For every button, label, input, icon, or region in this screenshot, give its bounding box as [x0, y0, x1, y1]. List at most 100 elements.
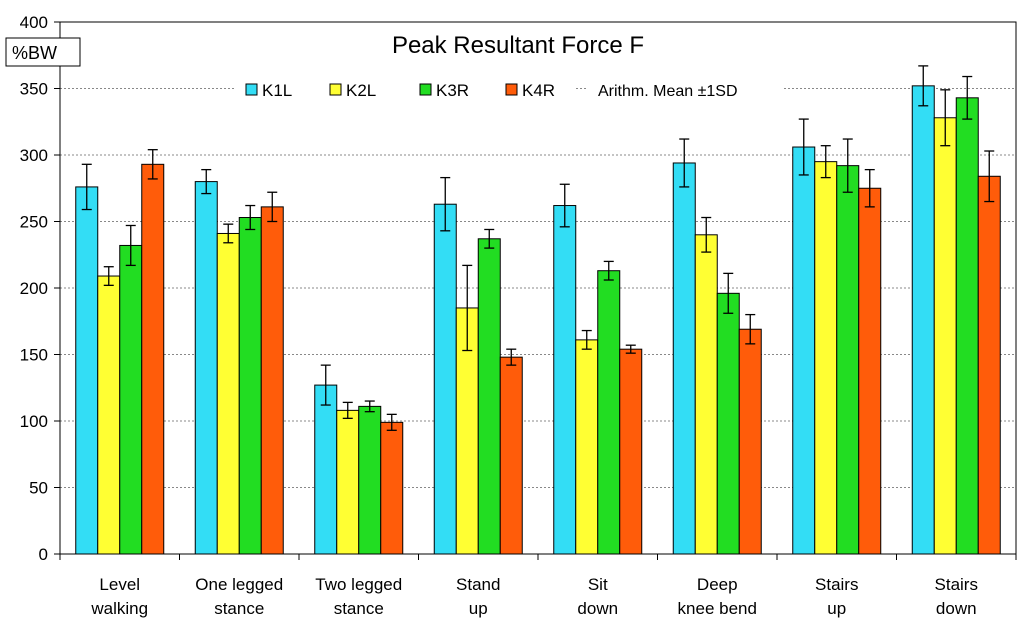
legend-swatch-k3r — [419, 83, 432, 96]
error-bar — [820, 145, 831, 179]
category-label: One legged — [195, 575, 283, 594]
bar-k2l — [814, 161, 838, 555]
category-label: up — [469, 599, 488, 618]
error-bar — [484, 228, 495, 249]
bar-k3r — [836, 165, 860, 555]
error-bar — [147, 149, 158, 180]
unit-box: %BW — [5, 37, 81, 67]
error-bar — [440, 176, 451, 232]
chart-title: Peak Resultant Force F — [392, 32, 644, 59]
bar-k3r — [238, 217, 262, 555]
y-tick-label: 0 — [39, 545, 48, 564]
y-axis-unit-label: %BW — [12, 43, 57, 63]
error-bar — [745, 313, 756, 345]
bar-k2l — [336, 409, 360, 555]
error-bar — [842, 138, 853, 193]
category-label: Stairs — [935, 575, 978, 594]
category-label: stance — [214, 599, 264, 618]
error-bar — [364, 400, 375, 413]
error-bar — [625, 344, 636, 354]
legend-label-k4r: K4R — [522, 81, 555, 100]
bars — [75, 85, 1001, 555]
legend-label-k2l: K2L — [346, 81, 376, 100]
error-bar — [679, 138, 690, 188]
error-bar — [245, 204, 256, 231]
bar-k4r — [499, 356, 523, 555]
error-bar — [701, 216, 712, 253]
error-bar — [267, 191, 278, 223]
category-label: Two legged — [315, 575, 402, 594]
legend-label-k1l: K1L — [262, 81, 292, 100]
bar-k2l — [97, 275, 121, 555]
error-bar — [581, 329, 592, 350]
bar-k3r — [716, 292, 740, 555]
y-tick-label: 200 — [20, 279, 48, 298]
bar-k4r — [738, 328, 762, 555]
error-bar — [723, 272, 734, 314]
bar-k2l — [216, 232, 240, 555]
bar-k4r — [141, 163, 165, 555]
bar-k1l — [314, 384, 338, 555]
bar-k1l — [911, 85, 935, 555]
bar-k1l — [553, 205, 577, 555]
error-bar — [125, 224, 136, 267]
error-bar — [223, 223, 234, 244]
bar-k2l — [575, 339, 599, 555]
category-label: up — [827, 599, 846, 618]
category-label: Sit — [588, 575, 608, 594]
bar-k1l — [433, 203, 457, 555]
bar-k4r — [260, 206, 284, 555]
error-bar — [940, 89, 951, 147]
bar-k2l — [694, 234, 718, 555]
category-label: walking — [90, 599, 148, 618]
category-label: Stairs — [815, 575, 858, 594]
error-bar — [918, 65, 929, 107]
bar-k3r — [477, 238, 501, 555]
category-labels: Level walking One legged stance Two legged st… — [90, 575, 978, 618]
bar-k4r — [619, 348, 643, 555]
y-tick-label: 250 — [20, 213, 48, 232]
bar-k4r — [380, 421, 404, 555]
bar-k1l — [194, 181, 218, 555]
legend-swatch-k2l — [329, 83, 342, 96]
bar-k4r — [977, 175, 1001, 555]
y-tick-label: 50 — [29, 479, 48, 498]
bar-k1l — [75, 186, 99, 555]
category-label: down — [936, 599, 977, 618]
y-tick-labels: 0 50 100 150 200 250 300 350 400 — [20, 13, 48, 564]
error-bar — [103, 266, 114, 286]
bar-k1l — [672, 162, 696, 555]
error-bar — [984, 150, 995, 203]
category-label: knee bend — [678, 599, 757, 618]
y-tick-label: 400 — [20, 13, 48, 32]
note-box: Arithm. Mean ±1SD — [588, 74, 782, 106]
category-label: Level — [99, 575, 140, 594]
category-label: Stand — [456, 575, 500, 594]
error-bar — [201, 168, 212, 195]
error-bar — [798, 118, 809, 176]
y-tick-label: 350 — [20, 80, 48, 99]
bar-k4r — [858, 187, 882, 555]
y-tick-label: 300 — [20, 146, 48, 165]
y-tick-label: 150 — [20, 346, 48, 365]
error-bar — [81, 163, 92, 211]
legend-label-k3r: K3R — [436, 81, 469, 100]
error-bar — [386, 413, 397, 431]
error-bar — [864, 168, 875, 208]
title-box: Peak Resultant Force F — [366, 24, 668, 64]
y-tick-label: 100 — [20, 412, 48, 431]
error-bar — [559, 183, 570, 228]
legend-swatch-k1l — [245, 83, 258, 96]
category-label: stance — [334, 599, 384, 618]
bar-k3r — [119, 244, 143, 555]
bar-k1l — [792, 146, 816, 555]
legend: K1L K2L K3R K4R — [236, 72, 576, 106]
error-bars — [81, 65, 995, 431]
error-bar — [320, 364, 331, 406]
bar-k2l — [933, 117, 957, 555]
bar-k3r — [358, 405, 382, 555]
axes — [54, 21, 1017, 560]
error-bar — [342, 401, 353, 419]
category-label: Deep — [697, 575, 738, 594]
